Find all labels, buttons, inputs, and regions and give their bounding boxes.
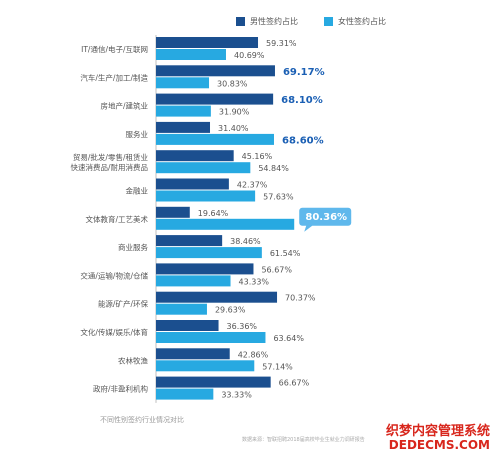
data-label: 19.64% <box>198 209 229 218</box>
bar-female <box>156 303 207 315</box>
legend-label-female: 女性签约占比 <box>338 17 386 26</box>
data-label: 31.90% <box>219 108 250 117</box>
category-label: 交通/运输/物流/仓储 <box>80 270 148 280</box>
bar-male <box>156 291 278 303</box>
watermark-en: DEDECMS.COM <box>388 438 490 452</box>
category-label: 金融业 <box>126 186 149 196</box>
bar-female <box>156 49 226 60</box>
data-label: 68.60% <box>282 135 324 146</box>
bar-female <box>156 105 211 117</box>
data-label: 63.64% <box>273 334 304 343</box>
bar-male <box>156 320 219 331</box>
bar-female <box>156 162 251 174</box>
bar-male <box>156 178 229 190</box>
category-label: 商业服务 <box>118 242 148 252</box>
bar-male <box>156 348 230 360</box>
category-label: 汽车/生产/加工/制造 <box>80 72 148 82</box>
data-label: 42.37% <box>237 181 268 190</box>
data-label: 80.36% <box>305 212 347 223</box>
bar-female <box>156 388 214 400</box>
data-label: 66.67% <box>279 379 310 388</box>
bar-male <box>156 263 254 275</box>
data-label: 56.67% <box>261 265 292 274</box>
data-label: 38.46% <box>230 237 261 246</box>
watermark: 织梦内容管理系统 DEDECMS.COM <box>386 425 490 452</box>
legend-swatch-female <box>324 17 333 26</box>
legend-item-female: 女性签约占比 <box>324 16 386 27</box>
bar-female <box>156 190 256 202</box>
data-label: 70.37% <box>285 294 316 303</box>
category-label: 政府/非盈利机构 <box>93 384 149 394</box>
data-label: 61.54% <box>270 249 301 258</box>
data-label: 57.63% <box>263 193 294 202</box>
bar-male <box>156 376 271 388</box>
bar-male <box>156 121 211 133</box>
category-label: 文化/传媒/娱乐/体育 <box>80 327 148 337</box>
legend: 男性签约占比 女性签约占比 <box>236 16 386 27</box>
chart-caption: 不同性别签约行业情况对比 <box>100 416 184 424</box>
legend-swatch-male <box>236 17 245 26</box>
bar-female <box>156 360 255 372</box>
category-label: 能源/矿产/环保 <box>98 299 149 309</box>
category-label: 贸易/批发/零售/租赁业快速消费品/耐用消费品 <box>70 152 148 172</box>
bar-male <box>156 65 275 77</box>
data-label: 57.14% <box>262 362 293 371</box>
data-label: 30.83% <box>217 79 248 88</box>
data-label: 68.10% <box>281 95 323 106</box>
data-label: 54.84% <box>258 164 289 173</box>
bar-male <box>156 93 274 105</box>
data-label: 40.69% <box>234 51 265 60</box>
bar-female <box>156 247 262 259</box>
category-label: 房地产/建筑业 <box>100 101 148 111</box>
data-label: 43.33% <box>239 277 270 286</box>
legend-item-male: 男性签约占比 <box>236 16 298 27</box>
category-label: 文体教育/工艺美术 <box>85 214 148 224</box>
bar-male <box>156 150 234 162</box>
bar-male <box>156 206 190 218</box>
bar-female <box>156 332 266 343</box>
bar-male <box>156 235 223 247</box>
category-label: IT/通信/电子/互联网 <box>81 44 148 54</box>
callout-bubble <box>299 207 352 232</box>
data-label: 31.40% <box>218 124 249 133</box>
data-label: 69.17% <box>283 67 325 78</box>
data-label: 33.33% <box>221 391 252 400</box>
category-label: 农林牧渔 <box>118 355 148 365</box>
source-note: 数据来源：智联招聘2018届高校毕业生就业力调研报告 <box>242 437 365 443</box>
bar-female <box>156 77 210 89</box>
data-label: 59.31% <box>266 39 297 48</box>
data-label: 45.16% <box>242 152 273 161</box>
category-label: 服务业 <box>126 129 149 139</box>
legend-label-male: 男性签约占比 <box>250 17 298 26</box>
bar-female <box>156 275 231 287</box>
bar-female <box>156 218 295 230</box>
bar-male <box>156 37 259 48</box>
data-label: 36.36% <box>227 322 258 331</box>
watermark-cn: 织梦内容管理系统 <box>385 424 490 439</box>
data-label: 29.63% <box>215 306 246 315</box>
bar-female <box>156 133 274 145</box>
data-label: 42.86% <box>238 350 269 359</box>
